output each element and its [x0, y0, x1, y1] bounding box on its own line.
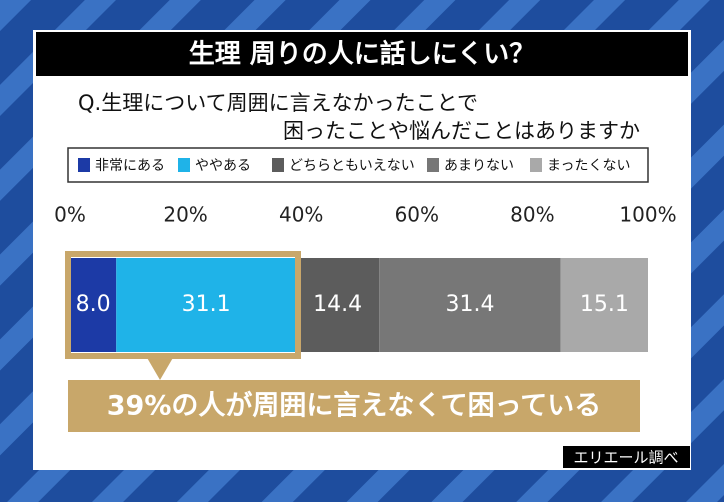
- bar-segment: [560, 258, 648, 352]
- x-tick-label: 80%: [510, 203, 554, 227]
- data-label: 8.0: [76, 292, 111, 317]
- bar-segment: [116, 258, 296, 352]
- x-tick-label: 0%: [54, 203, 86, 227]
- x-tick-label: 100%: [619, 203, 676, 227]
- title-bar: [36, 32, 688, 76]
- legend-swatch: [178, 158, 190, 172]
- bar-segment: [70, 258, 117, 352]
- legend-label: あまりない: [444, 158, 514, 174]
- annotation: 39%の人が周囲に言えなくて困っている: [107, 390, 601, 422]
- legend-box: [67, 147, 649, 183]
- legend-label: どちらともいえない: [289, 158, 415, 174]
- question-line: Q.生理について周囲に言えなかったことで: [78, 91, 478, 115]
- legend-swatch: [272, 158, 284, 172]
- legend-swatch: [530, 158, 542, 172]
- data-label: 15.1: [580, 292, 629, 317]
- legend-label: まったくない: [547, 158, 630, 174]
- data-label: 14.4: [313, 292, 362, 317]
- legend-label: 非常にある: [95, 158, 165, 174]
- x-tick-label: 40%: [279, 203, 323, 227]
- x-tick-label: 20%: [163, 203, 207, 227]
- legend-swatch: [427, 158, 439, 172]
- chart-title: 生理 周りの人に話しにくい？: [189, 39, 536, 70]
- source-box: [563, 446, 690, 468]
- x-tick-label: 60%: [395, 203, 439, 227]
- annotation-box: [68, 380, 640, 432]
- bar-segment: [295, 258, 380, 352]
- data-label: 31.1: [182, 292, 231, 317]
- source: エリエール調べ: [573, 449, 678, 467]
- bar-segment: [379, 258, 561, 352]
- highlight-frame: [65, 251, 301, 359]
- question-line: 困ったことや悩んだことはありますか: [283, 119, 640, 143]
- data-label: 31.4: [445, 292, 494, 317]
- legend-swatch: [78, 158, 90, 172]
- legend-label: ややある: [195, 158, 251, 174]
- callout-pointer: [146, 356, 174, 380]
